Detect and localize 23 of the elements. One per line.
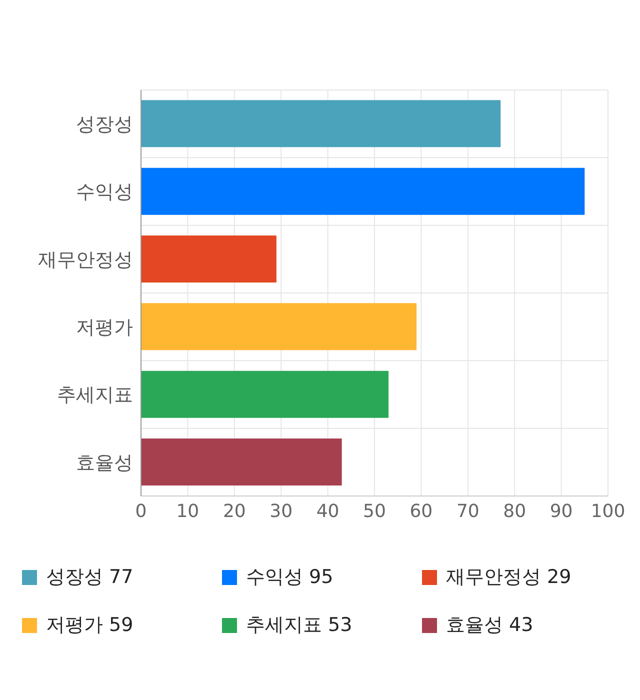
y-tick-label: 저평가 bbox=[76, 316, 133, 339]
x-tick-label: 10 bbox=[176, 500, 200, 522]
legend-label: 저평가 59 bbox=[46, 613, 134, 638]
x-tick-label: 100 bbox=[590, 500, 626, 522]
x-tick-label: 60 bbox=[410, 500, 433, 522]
x-tick-label: 0 bbox=[135, 500, 147, 522]
y-tick-label: 추세지표 bbox=[57, 384, 133, 406]
y-tick-label: 성장성 bbox=[76, 114, 133, 136]
x-tick-label: 50 bbox=[363, 500, 386, 522]
legend-label: 재무안정성 29 bbox=[446, 565, 572, 590]
legend-label: 효율성 43 bbox=[446, 613, 534, 638]
legend-label: 추세지표 53 bbox=[246, 613, 352, 638]
x-tick-label: 70 bbox=[456, 500, 480, 522]
x-tick-label: 80 bbox=[503, 500, 526, 522]
y-tick-label: 수익성 bbox=[76, 181, 133, 204]
legend-label: 수익성 95 bbox=[246, 565, 334, 590]
x-tick-label: 90 bbox=[550, 500, 573, 522]
x-tick-label: 20 bbox=[222, 500, 246, 522]
x-tick-label: 40 bbox=[316, 500, 340, 522]
x-tick-label: 30 bbox=[270, 500, 293, 522]
y-tick-label: 효율성 bbox=[76, 452, 133, 474]
y-tick-label: 재무안정성 bbox=[38, 248, 133, 271]
legend-label: 성장성 77 bbox=[46, 565, 134, 590]
